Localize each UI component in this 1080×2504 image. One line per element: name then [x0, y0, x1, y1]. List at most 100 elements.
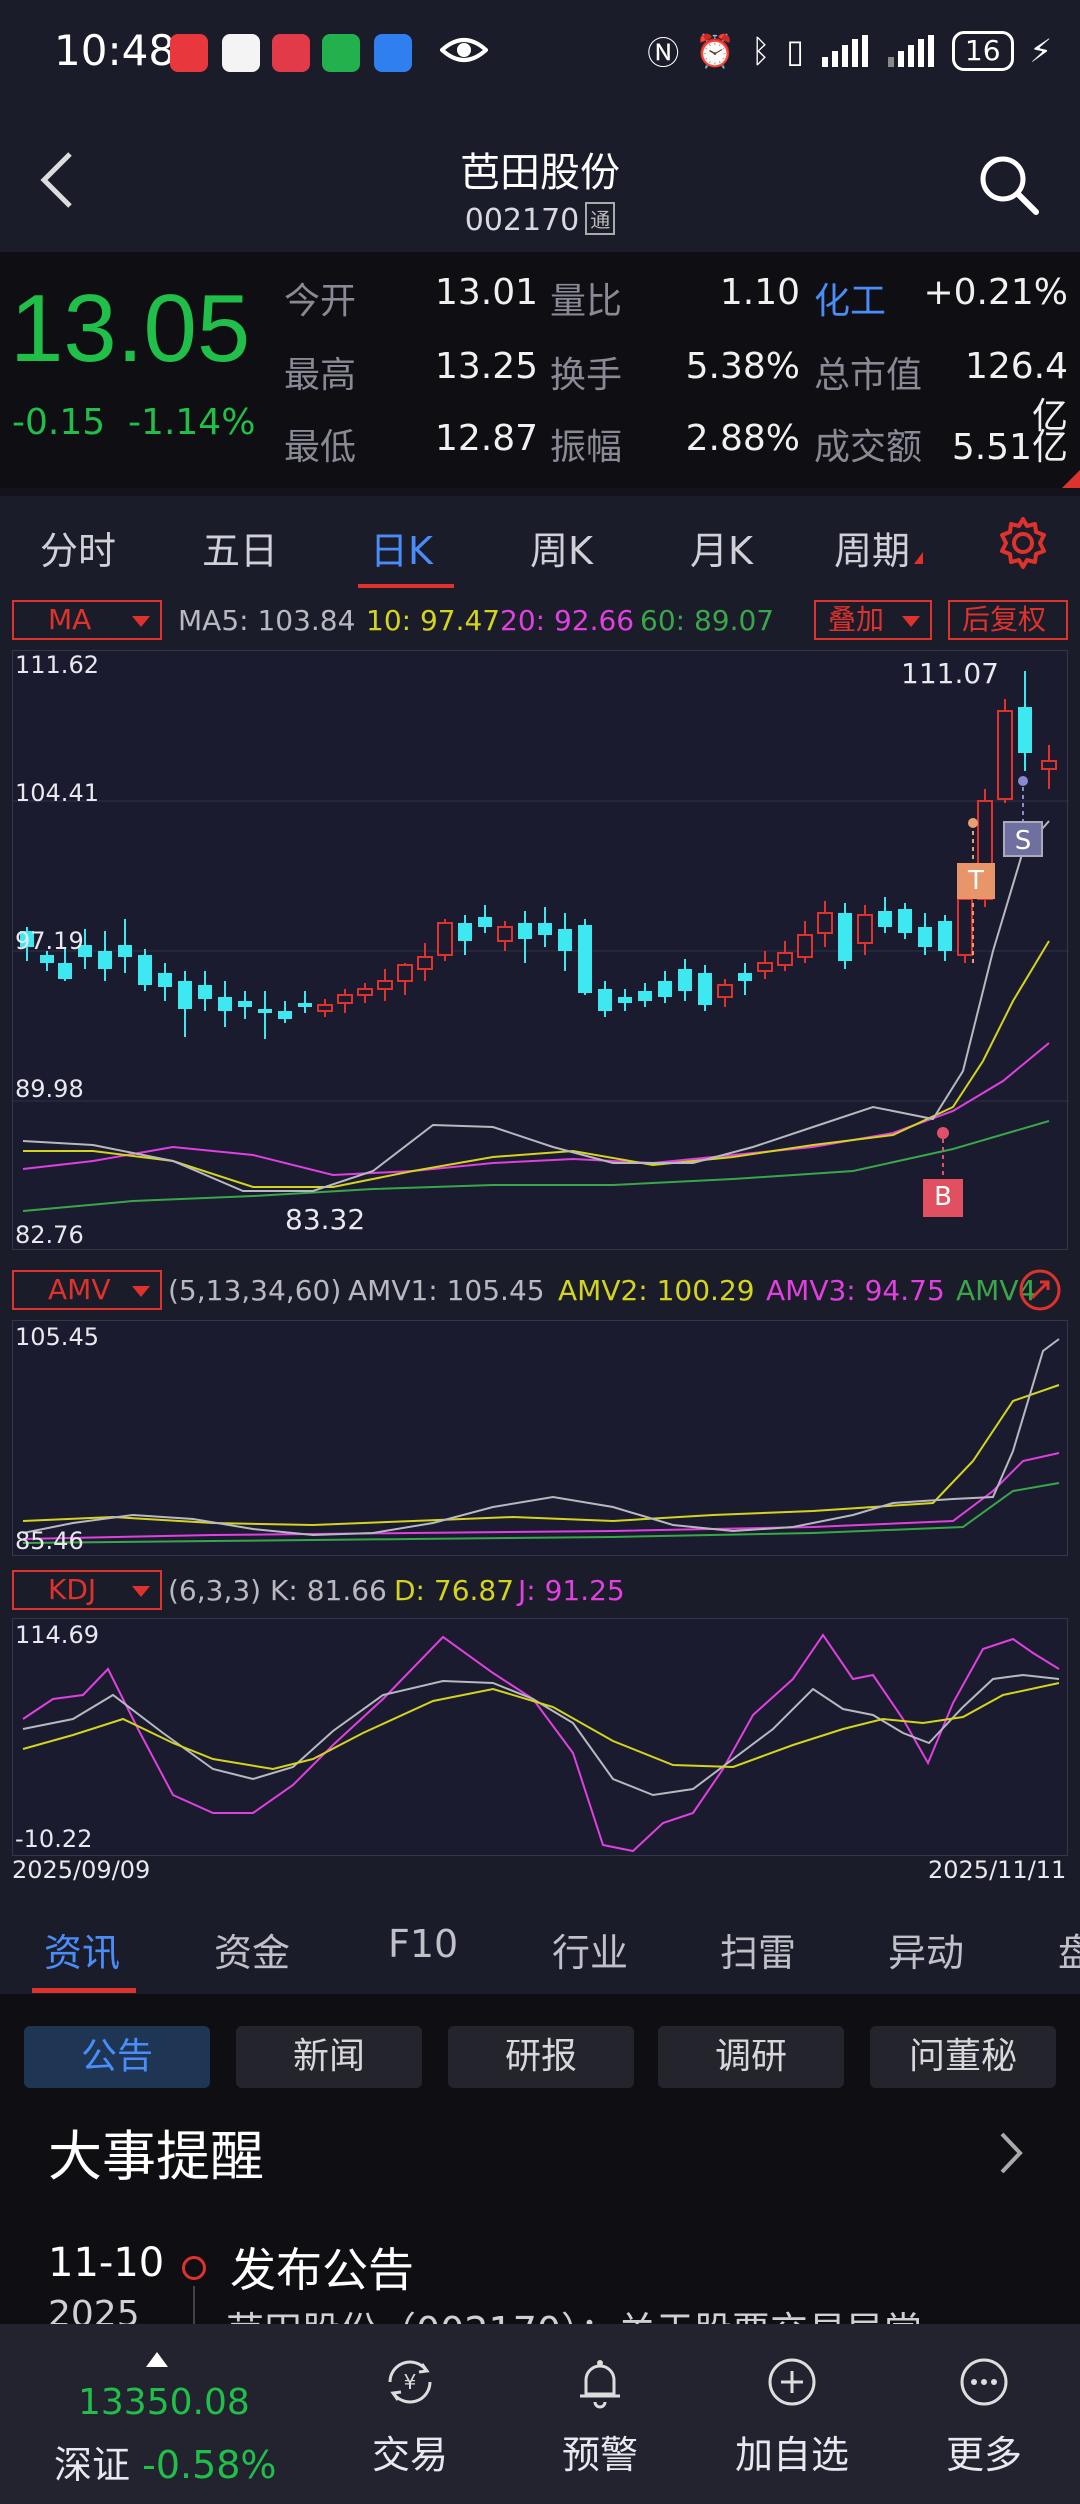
candle-body — [458, 923, 472, 941]
change-percent: -1.14% — [128, 402, 256, 443]
tab-anomaly[interactable]: 异动 — [888, 1931, 965, 1975]
kdj-svg — [22, 1633, 1060, 1853]
ma5-line — [22, 820, 1050, 1192]
amv-plot[interactable]: 105.45 85.46 — [12, 1320, 1068, 1556]
tab-funds[interactable]: 资金 — [214, 1931, 291, 1975]
candle-body — [478, 917, 492, 927]
pill-research[interactable]: 研报 — [448, 2026, 634, 2088]
kdj-j-readout: J: 91.25 — [518, 1574, 625, 1607]
tab-monthly-k[interactable]: 月K — [690, 529, 753, 573]
candle-body — [178, 981, 192, 1009]
label-market-cap: 总市值 — [814, 355, 923, 396]
search-icon[interactable] — [976, 152, 1040, 216]
tab-period-label: 周期 — [834, 529, 911, 573]
label-amplitude: 振幅 — [550, 427, 623, 468]
nav-add-watchlist[interactable]: 加自选 — [732, 2354, 852, 2479]
candle-body — [198, 985, 212, 999]
overlay-button[interactable]: 叠加 — [814, 600, 932, 640]
index-value[interactable]: 13350.08 — [78, 2382, 250, 2423]
kdj-plot[interactable]: 114.69 -10.22 — [12, 1618, 1068, 1856]
index-line[interactable]: 深证 -0.58% — [54, 2434, 277, 2489]
tab-risk-scan[interactable]: 扫雷 — [720, 1931, 797, 1975]
tab-period[interactable]: 周期 — [834, 520, 924, 575]
period-dropdown-icon — [914, 552, 924, 564]
tab-news-info[interactable]: 资讯 — [44, 1931, 121, 1975]
sector-link[interactable]: 化工 — [814, 281, 887, 322]
label-volume-ratio: 量比 — [550, 281, 623, 322]
tab-daily-k[interactable]: 日K — [370, 529, 433, 573]
event-label[interactable]: 发布公告 — [230, 2243, 414, 2297]
candle-body — [838, 913, 852, 961]
info-tabs: 资讯 资金 F10 行业 扫雷 异动 盘 — [0, 1894, 1080, 1994]
kdj-params: (6,3,3) — [168, 1574, 262, 1607]
tab-five-day[interactable]: 五日 — [202, 529, 279, 573]
ma60-readout: 60: 89.07 — [640, 604, 775, 637]
nfc-icon: Ⓝ — [647, 34, 680, 72]
kdj-indicator-selector[interactable]: KDJ — [12, 1570, 162, 1610]
tab-f10[interactable]: F10 — [388, 1922, 459, 1966]
kdj-j-line — [22, 1633, 1060, 1853]
change-value: -0.15 — [12, 402, 106, 443]
buy-marker[interactable]: B — [923, 1179, 963, 1217]
candle-body — [138, 955, 152, 985]
tab-weekly-k[interactable]: 周K — [530, 529, 593, 573]
adjust-button[interactable]: 后复权 — [948, 600, 1068, 640]
tab-more-cut[interactable]: 盘 — [1058, 1931, 1080, 1975]
candle-body — [558, 929, 572, 951]
amv2-readout: AMV2: 100.29 — [558, 1274, 755, 1307]
period-tabs: 分时 五日 日K 周K 月K 周期 — [0, 496, 1080, 592]
value-open: 13.01 — [434, 272, 538, 313]
amv-indicator-selector[interactable]: AMV — [12, 1270, 162, 1310]
pill-survey[interactable]: 调研 — [658, 2026, 844, 2088]
stock-connect-badge: 通 — [585, 202, 616, 235]
value-market-cap: 126.4亿 — [964, 346, 1068, 437]
label-high: 最高 — [284, 355, 357, 396]
overlay-button-label: 叠加 — [828, 603, 885, 636]
indicator-switch-icon[interactable] — [1018, 1268, 1062, 1312]
candle-body — [417, 956, 433, 970]
candlestick-plot[interactable]: 111.62 104.41 97.19 89.98 82.76 111.07 8… — [12, 650, 1069, 1250]
event-year: 2025 — [48, 2294, 140, 2324]
battery-indicator: 16 — [951, 31, 1014, 71]
t-marker-dot — [968, 818, 978, 828]
low-price-marker: 83.32 — [285, 1203, 366, 1236]
ma-indicator-selector[interactable]: MA — [12, 600, 162, 640]
timeline-dot — [182, 2256, 206, 2280]
candle-body — [518, 923, 532, 939]
pill-announcements[interactable]: 公告 — [24, 2026, 210, 2088]
candle-body — [817, 912, 833, 934]
candle-body — [497, 926, 513, 942]
value-turnover-amount: 5.51亿 — [951, 427, 1068, 468]
candle-body — [377, 980, 393, 990]
pill-news[interactable]: 新闻 — [236, 2026, 422, 2088]
candles — [20, 671, 1057, 1039]
ma-y-label-3: 97.19 — [15, 927, 84, 955]
nav-trade[interactable]: ¥ 交易 — [350, 2354, 470, 2479]
value-high: 13.25 — [434, 346, 538, 387]
candle-body — [337, 994, 353, 1004]
event-text[interactable]: 芭田股份（002170）：关于股票交易异常 — [226, 2300, 922, 2324]
tab-intraday[interactable]: 分时 — [40, 529, 117, 573]
news-content: 公告 新闻 研报 调研 问董秘 大事提醒 11-10 2025 发布公告 芭田股… — [0, 1994, 1080, 2324]
ma5-readout: MA5: 103.84 — [178, 604, 356, 637]
nav-more[interactable]: 更多 — [924, 2354, 1044, 2479]
t-marker[interactable]: T — [957, 863, 995, 899]
index-expand-icon[interactable] — [146, 2352, 168, 2367]
pill-ask-secretary[interactable]: 问董秘 — [870, 2026, 1056, 2088]
sell-marker[interactable]: S — [1003, 821, 1043, 857]
candle-body — [857, 914, 873, 944]
candle-body — [218, 997, 232, 1011]
wechat-icon — [322, 34, 360, 72]
back-arrow-icon[interactable] — [36, 150, 76, 210]
amv2-line — [22, 1384, 1060, 1527]
nav-alert[interactable]: 预警 — [540, 2354, 660, 2479]
tab-industry[interactable]: 行业 — [552, 1931, 629, 1975]
kdj-k-readout: K: 81.66 — [270, 1574, 387, 1607]
candle-body — [158, 973, 172, 987]
candle-body — [538, 923, 552, 935]
more-icon — [960, 2358, 1008, 2406]
chevron-right-icon[interactable] — [996, 2128, 1026, 2178]
candle-body — [918, 927, 932, 947]
gear-icon[interactable] — [996, 516, 1050, 570]
expand-corner-icon[interactable] — [1062, 470, 1080, 488]
